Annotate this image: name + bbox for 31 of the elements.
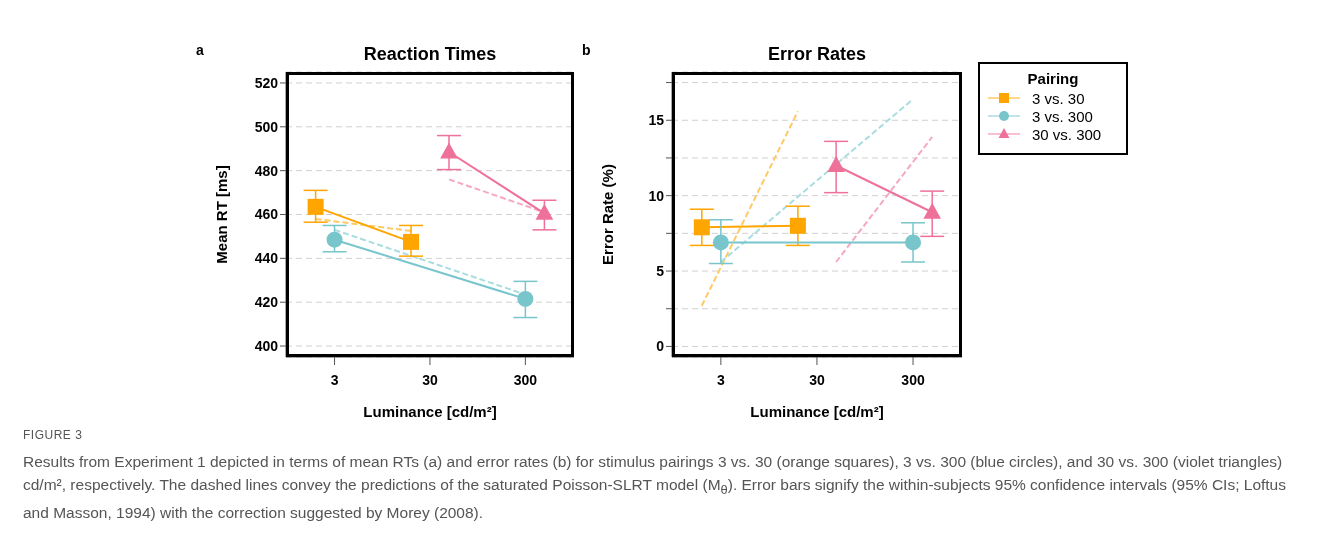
y-tick-label: 440 [254,250,279,267]
caption: FIGURE 3 [23,428,84,442]
x-tick-label: 30 [422,371,438,388]
y-tick-label: 10 [648,187,665,204]
x-tick-label: 300 [513,371,538,388]
y-tick-label: 480 [254,162,279,179]
x-axis-title: Luminance [cd/m²] [363,403,497,420]
text: a [196,42,204,58]
legend-label: 3 vs. 300 [1032,107,1093,125]
x-axis-title: Luminance [cd/m²] [750,403,884,420]
y-tick-label: 0 [656,338,665,355]
y-tick-label: 460 [254,206,279,223]
chart-title: Reaction Times [362,44,498,65]
y-tick-label: 15 [648,112,665,129]
legend-label: 3 vs. 30 [1032,89,1085,107]
text: Results from Experiment 1 depicted in terms of mean RTs (a) and error rates (b) for stimulus pairings 3 vs. 30 (orange squares), 3 vs. 300 (blue circles), and 30 vs. 300 (violet triangles) cd/m², respectively. The dashed lines convey the predictions of the saturated Poisson-SLRT model (M$_{θ}$). Error bars signify the within-subjects 95% confidence intervals (95% CIs; Loftus and Masson, 1994) with the correction suggested by Morey (2008). [23,453,1286,522]
x-tick-label: 3 [716,371,725,388]
legend-title: Pairing [1026,70,1080,87]
y-tick-label: 500 [254,118,279,135]
text: b [582,42,591,58]
y-tick-label: 400 [254,338,279,355]
x-tick-label: 3 [330,371,339,388]
y-axis-title: Mean RT [ms] [213,165,231,264]
y-tick-label: 420 [254,294,279,311]
y-tick-label: 5 [656,263,665,280]
legend-label: 30 vs. 300 [1032,125,1102,143]
y-axis-title: Error Rate (%) [599,164,617,265]
chart-title: Error Rates [766,44,867,65]
y-tick-label: 520 [254,74,279,91]
x-tick-label: 300 [901,371,925,388]
x-tick-label: 30 [809,371,825,388]
